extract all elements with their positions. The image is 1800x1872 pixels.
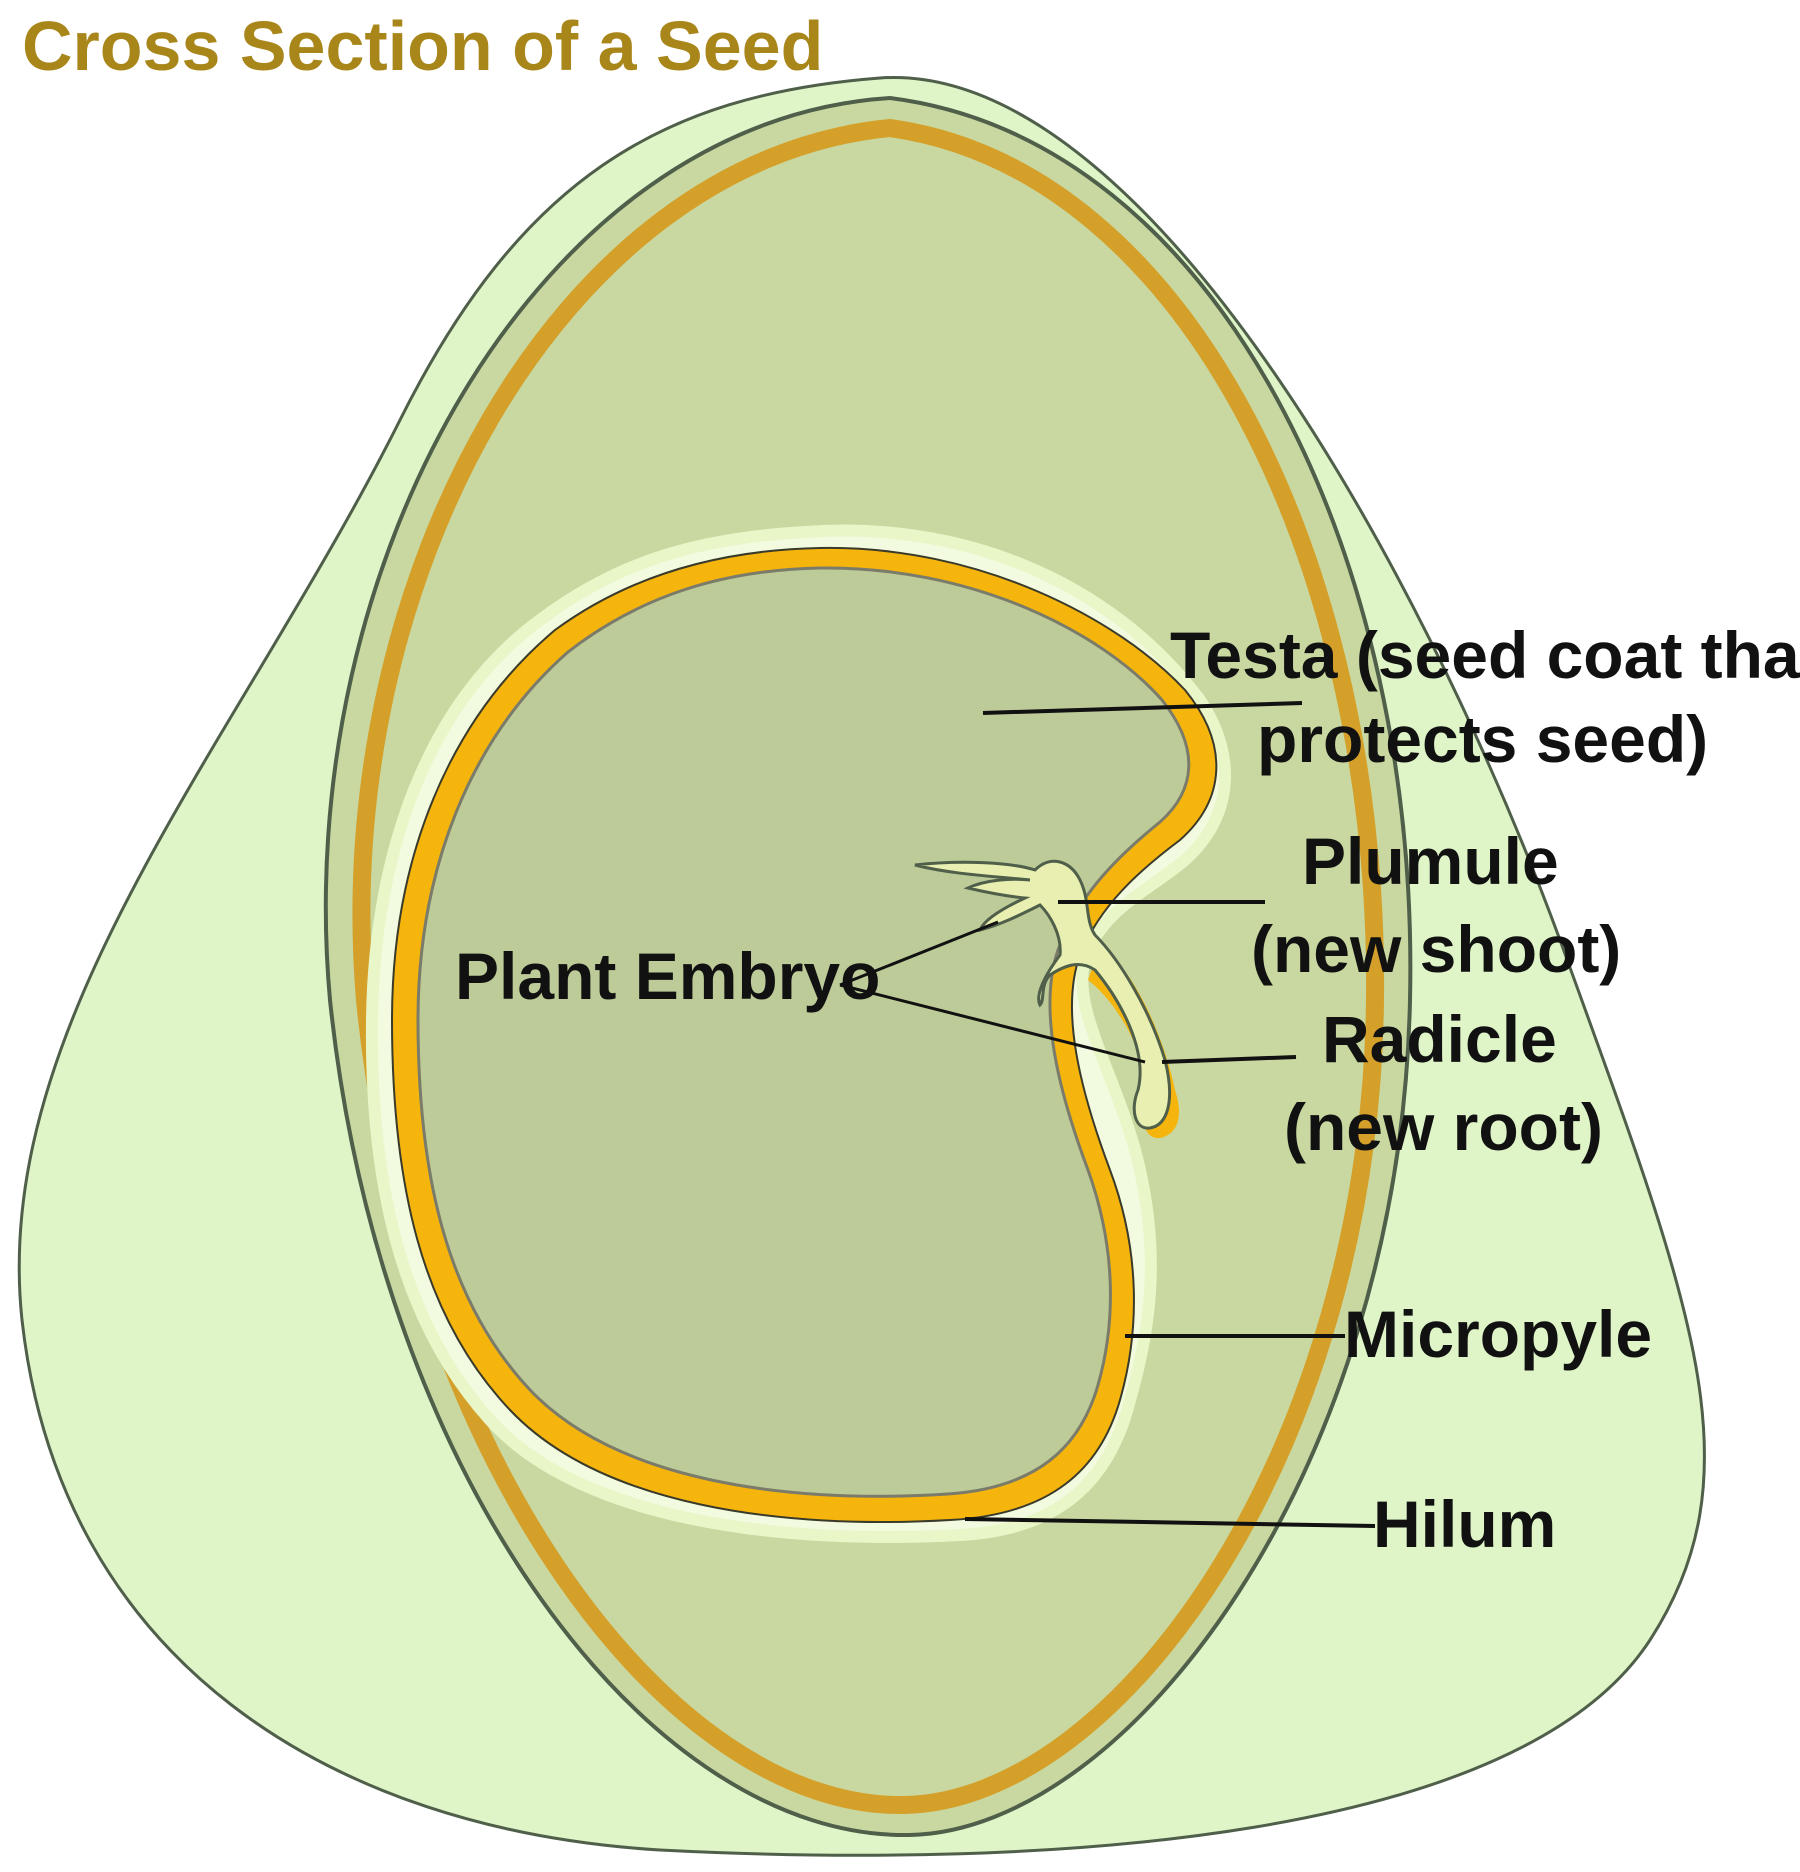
radicle-label-line2: (new root)	[1284, 1090, 1603, 1164]
testa-label-line1: Testa (seed coat that	[1170, 618, 1800, 692]
plumule-label-line2: (new shoot)	[1251, 912, 1621, 986]
embryo-pointer-lower	[839, 983, 1146, 1064]
micropyle-label: Micropyle	[1344, 1297, 1652, 1371]
seed-coat-band	[352, 118, 1385, 1815]
embryo-pointer-upper	[839, 920, 999, 987]
testa-label-line2: protects seed)	[1257, 702, 1708, 776]
cotyledon	[416, 566, 1191, 1498]
hilum-pointer	[964, 1517, 1376, 1528]
plant-embryo-shape	[914, 859, 1172, 1130]
plant-embryo-label: Plant Embryo	[455, 939, 880, 1013]
diagram-title: Cross Section of a Seed	[22, 7, 823, 85]
plumule-label-line1: Plumule	[1302, 824, 1559, 898]
radicle-label-line1: Radicle	[1322, 1002, 1557, 1076]
testa-pointer	[982, 701, 1303, 715]
radicle-pointer	[1161, 1055, 1297, 1064]
hilum-label: Hilum	[1373, 1487, 1556, 1561]
